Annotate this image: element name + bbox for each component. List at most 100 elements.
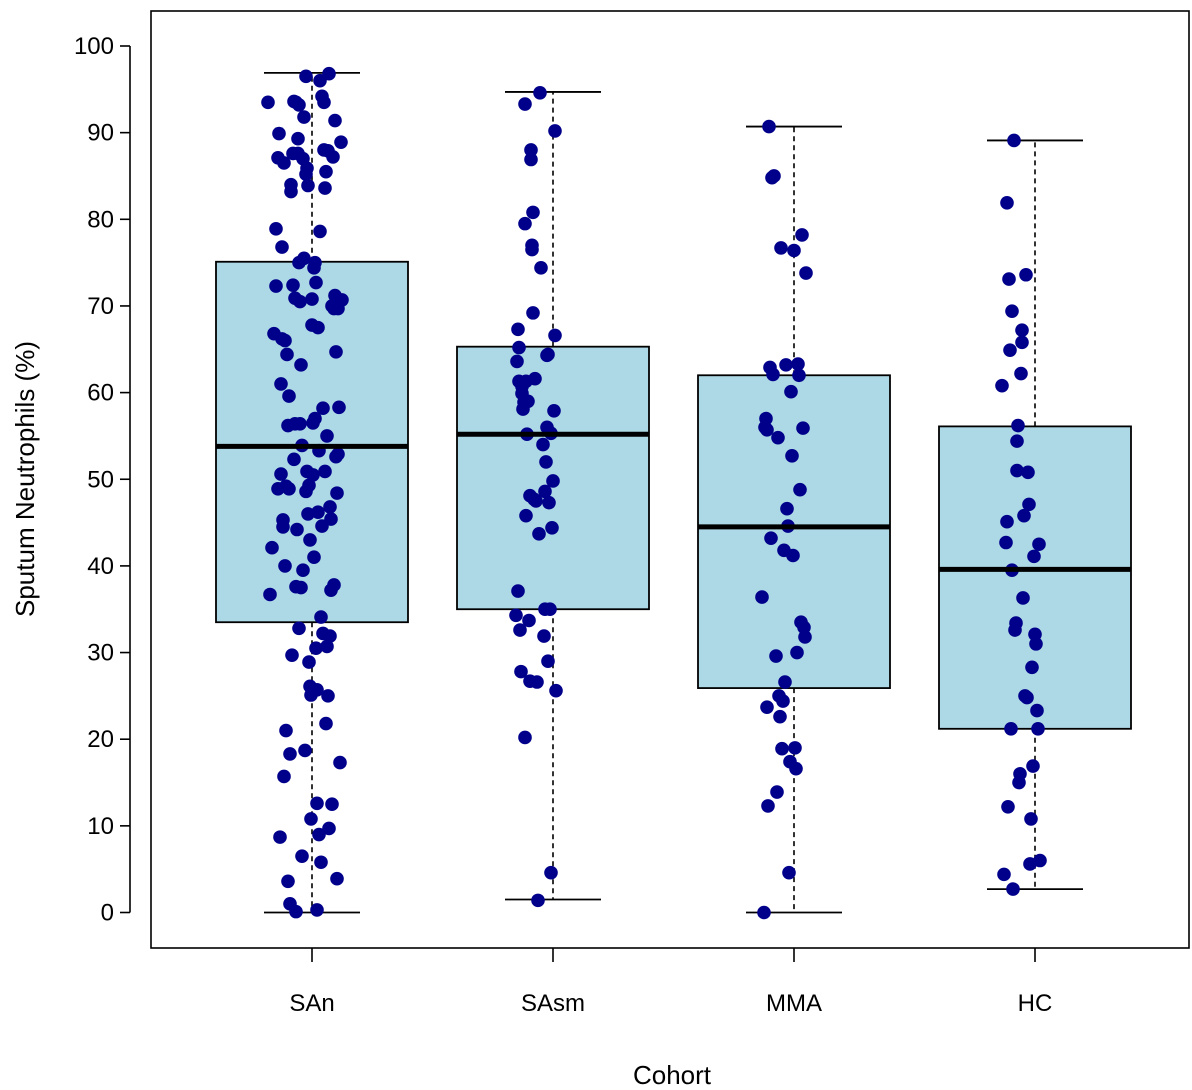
data-point <box>525 242 539 257</box>
x-tick-label: MMA <box>766 990 822 1017</box>
data-point <box>294 580 308 595</box>
data-point <box>549 683 563 698</box>
data-point <box>771 430 785 445</box>
data-point <box>1016 591 1030 605</box>
data-point <box>293 294 307 309</box>
data-point <box>292 621 306 636</box>
data-point <box>280 347 294 362</box>
data-point <box>760 423 774 437</box>
data-point <box>291 131 305 146</box>
data-point <box>325 797 339 811</box>
data-point <box>1024 812 1038 826</box>
y-axis-title: Sputum Neutrophils (%) <box>10 341 40 617</box>
data-point <box>1011 418 1025 433</box>
data-point <box>269 222 283 236</box>
data-point <box>305 292 319 306</box>
data-point <box>769 649 783 663</box>
data-point <box>514 664 528 679</box>
box-iqr <box>215 260 409 624</box>
data-point <box>273 830 287 844</box>
data-point <box>785 449 799 463</box>
data-point <box>290 522 304 537</box>
data-point <box>530 675 544 689</box>
data-point <box>1019 267 1033 282</box>
data-point <box>798 630 812 644</box>
data-point <box>787 243 801 258</box>
box-group-HC <box>938 139 1132 891</box>
points-MMA <box>755 119 813 920</box>
data-point <box>510 354 524 369</box>
data-point <box>776 694 790 708</box>
data-point <box>774 241 788 255</box>
data-point <box>286 278 300 292</box>
data-point <box>330 871 344 886</box>
data-point <box>321 689 335 703</box>
data-point <box>513 623 527 637</box>
data-point <box>761 799 775 813</box>
data-point <box>310 903 324 917</box>
data-point <box>509 608 523 623</box>
data-point <box>995 378 1009 393</box>
data-point <box>329 345 343 359</box>
data-point <box>309 275 323 290</box>
data-point <box>519 508 533 523</box>
data-point <box>316 401 330 415</box>
data-point <box>333 755 347 770</box>
data-point <box>274 467 288 481</box>
data-point <box>770 785 784 799</box>
data-point <box>330 486 344 500</box>
data-point <box>518 216 532 231</box>
data-point <box>795 228 809 242</box>
data-point <box>277 769 291 784</box>
data-point <box>531 893 545 908</box>
data-point <box>791 357 805 371</box>
data-point <box>526 205 540 220</box>
data-point <box>1025 660 1039 675</box>
data-point <box>779 358 793 372</box>
data-point <box>261 95 275 110</box>
data-point <box>312 827 326 842</box>
data-point <box>545 520 559 535</box>
y-tick-label: 90 <box>87 120 114 147</box>
data-point <box>537 629 551 643</box>
data-point <box>1032 537 1046 552</box>
data-point <box>1007 133 1021 148</box>
data-point <box>303 533 317 547</box>
data-point <box>796 421 810 435</box>
data-point <box>511 584 525 598</box>
data-point <box>285 648 299 662</box>
plot-frame <box>150 10 1190 949</box>
data-point <box>314 855 328 870</box>
data-point <box>284 177 298 192</box>
data-point <box>533 85 547 100</box>
data-point <box>1010 434 1024 448</box>
data-point <box>524 152 538 167</box>
data-point <box>759 411 773 426</box>
data-point <box>764 531 778 545</box>
data-point <box>767 169 781 183</box>
data-point <box>292 98 306 112</box>
data-point <box>277 156 291 170</box>
y-tick-label: 30 <box>87 640 114 667</box>
data-point <box>1013 767 1027 781</box>
data-point <box>1027 549 1041 564</box>
data-point <box>331 447 345 461</box>
data-point <box>1030 703 1044 718</box>
data-point <box>272 126 286 141</box>
data-point <box>313 224 327 239</box>
data-point <box>327 578 341 592</box>
data-point <box>784 384 798 399</box>
data-point <box>1010 463 1024 478</box>
data-point <box>542 495 556 510</box>
data-point <box>544 865 558 880</box>
data-point <box>323 629 337 643</box>
data-point <box>1029 637 1043 651</box>
data-point <box>548 124 562 138</box>
data-point <box>778 675 792 689</box>
data-point <box>1005 304 1019 318</box>
data-point <box>283 747 297 761</box>
data-point <box>793 482 807 497</box>
data-point <box>335 293 349 307</box>
data-point <box>269 279 283 293</box>
